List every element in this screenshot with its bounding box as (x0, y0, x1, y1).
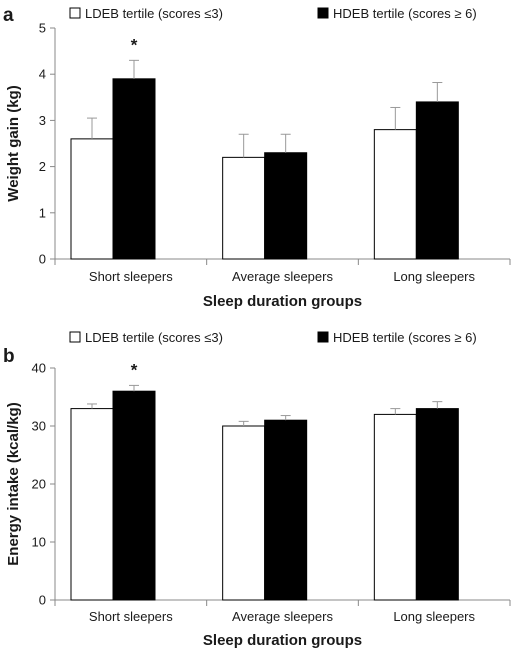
y-axis-title: Weight gain (kg) (5, 85, 22, 201)
bar-hdeb-short-sleepers (112, 390, 156, 601)
y-tick-label: 20 (32, 477, 46, 492)
y-tick-label: 1 (39, 205, 46, 220)
x-category-label: Long sleepers (393, 269, 475, 284)
bar-hdeb-average-sleepers (264, 152, 308, 260)
x-category-label: Short sleepers (89, 609, 173, 624)
legend-swatch-1 (69, 7, 81, 19)
y-axis-title: Energy intake (kcal/kg) (5, 402, 22, 565)
y-tick-label: 5 (39, 21, 46, 36)
panel-letter: b (3, 346, 15, 367)
legend-label-2: HDEB tertile (scores ≥ 6) (333, 6, 477, 21)
y-tick-label: 40 (32, 361, 46, 376)
significance-marker: * (131, 360, 138, 379)
bar-hdeb-long-sleepers (415, 408, 459, 601)
bar-ldeb-short-sleepers (70, 138, 114, 260)
x-category-label: Long sleepers (393, 609, 475, 624)
x-category-label: Average sleepers (232, 269, 333, 284)
y-tick-label: 4 (39, 67, 46, 82)
significance-marker: * (131, 35, 138, 54)
bar-hdeb-short-sleepers (112, 78, 156, 260)
y-tick-label: 10 (32, 535, 46, 550)
x-axis-title: Sleep duration groups (203, 293, 362, 310)
y-tick-label: 30 (32, 419, 46, 434)
legend-swatch-2 (317, 7, 329, 19)
bar-ldeb-average-sleepers (222, 425, 266, 601)
x-axis-title: Sleep duration groups (203, 632, 362, 649)
y-tick-label: 3 (39, 113, 46, 128)
legend-swatch-1 (69, 331, 81, 343)
bar-ldeb-average-sleepers (222, 156, 266, 260)
chart-panel-a: a LDEB tertile (scores ≤3) HDEB tertile (s… (3, 5, 511, 310)
bar-ldeb-long-sleepers (373, 413, 417, 601)
bar-ldeb-long-sleepers (373, 129, 417, 260)
legend-label-1: LDEB tertile (scores ≤3) (85, 6, 223, 21)
legend-label-1: LDEB tertile (scores ≤3) (85, 330, 223, 345)
legend-swatch-2 (317, 331, 329, 343)
legend-label-2: HDEB tertile (scores ≥ 6) (333, 330, 477, 345)
bar-hdeb-average-sleepers (264, 419, 308, 601)
y-tick-label: 0 (39, 252, 46, 267)
bar-hdeb-long-sleepers (415, 101, 459, 260)
x-category-label: Short sleepers (89, 269, 173, 284)
x-category-label: Average sleepers (232, 609, 333, 624)
bar-ldeb-short-sleepers (70, 408, 114, 601)
chart-panel-b: b LDEB tertile (scores ≤3) HDEB tertile (s… (3, 330, 511, 649)
y-tick-label: 0 (39, 593, 46, 608)
panel-letter: a (3, 5, 14, 26)
y-tick-label: 2 (39, 159, 46, 174)
